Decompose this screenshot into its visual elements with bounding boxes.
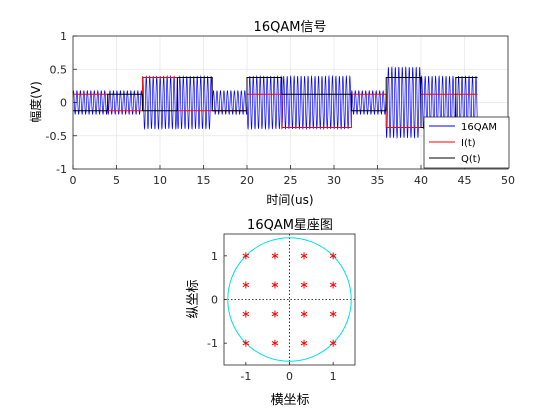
- ytick-label-3: 0.5: [50, 63, 68, 76]
- constellation-circle: [227, 237, 352, 362]
- series-q-line: [73, 77, 478, 128]
- constellation-point-12: [242, 339, 250, 347]
- const-ytick-label-1: 0: [211, 294, 218, 307]
- legend-label-i: I(t): [461, 138, 476, 149]
- xtick-label-5: 25: [284, 174, 298, 187]
- ytick-label-1: -0.5: [46, 130, 67, 143]
- constellation-point-0: [242, 252, 250, 260]
- xtick-label-7: 35: [371, 174, 385, 187]
- constellation-point-8: [242, 310, 250, 318]
- xtick-label-10: 50: [501, 174, 515, 187]
- const-ytick-label-0: -1: [207, 337, 218, 350]
- constellation-point-1: [271, 252, 279, 260]
- constellation-ticks: -1 0 1 -1 0 1: [207, 250, 337, 383]
- constellation-point-7: [329, 281, 337, 289]
- series-16qam-line: [72, 65, 478, 139]
- xtick-label-2: 10: [153, 174, 167, 187]
- constellation-point-15: [329, 339, 337, 347]
- constellation-point-9: [271, 310, 279, 318]
- constellation-point-3: [329, 252, 337, 260]
- constellation-title: 16QAM星座图: [247, 218, 333, 233]
- const-xtick-label-2: 1: [330, 370, 337, 383]
- ytick-label-4: 1: [60, 30, 67, 43]
- constellation-axes-box: [223, 233, 356, 366]
- legend-label-q: Q(t): [461, 154, 481, 165]
- constellation-ylabel: 纵坐标: [186, 279, 201, 318]
- const-xtick-label-1: 0: [286, 370, 293, 383]
- constellation-point-14: [300, 339, 308, 347]
- signal-plot-ylabel: 幅度(V): [28, 81, 43, 123]
- xtick-label-3: 15: [197, 174, 211, 187]
- signal-plot-lines: [72, 65, 478, 139]
- ytick-label-2: 0: [60, 97, 67, 110]
- xtick-label-4: 20: [240, 174, 254, 187]
- constellation-plot: [224, 234, 355, 365]
- signal-plot-title: 16QAM信号: [254, 20, 327, 35]
- ytick-label-0: -1: [56, 163, 67, 176]
- constellation-point-4: [242, 281, 250, 289]
- constellation-point-11: [329, 310, 337, 318]
- constellation-point-6: [300, 281, 308, 289]
- signal-plot-legend: 16QAM I(t) Q(t): [423, 116, 510, 169]
- constellation-point-2: [300, 252, 308, 260]
- constellation-point-5: [271, 281, 279, 289]
- constellation-xlabel: 横坐标: [270, 393, 309, 408]
- constellation-point-13: [271, 339, 279, 347]
- xtick-label-6: 30: [327, 174, 341, 187]
- xtick-label-8: 40: [414, 174, 428, 187]
- xtick-label-0: 0: [70, 174, 77, 187]
- signal-plot-xlabel: 时间(us): [266, 193, 313, 207]
- legend-label-16qam: 16QAM: [461, 122, 497, 133]
- xtick-label-1: 5: [113, 174, 120, 187]
- signal-plot-ticks: 0 5 10 15 20 25 30 35 40 45 50 -1 -0.5 0 0.5 1: [46, 30, 515, 187]
- xtick-label-9: 45: [458, 174, 472, 187]
- const-ytick-label-2: 1: [211, 250, 218, 263]
- constellation-point-10: [300, 310, 308, 318]
- const-xtick-label-0: -1: [240, 370, 251, 383]
